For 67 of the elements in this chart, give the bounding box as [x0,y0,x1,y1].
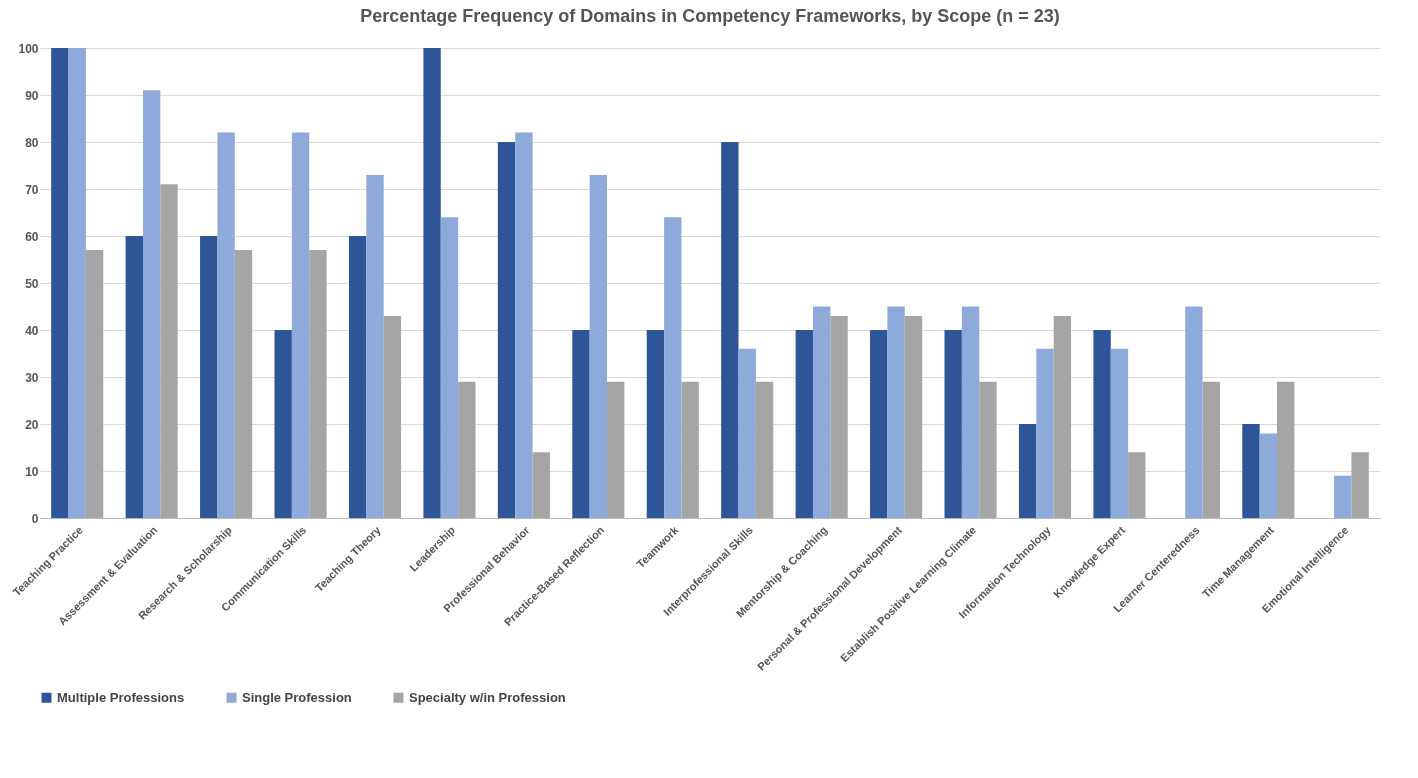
bar [664,217,682,518]
bar [348,236,367,518]
bar [1334,475,1352,518]
bar [1185,306,1203,518]
bar [1018,424,1037,518]
bar [1053,315,1072,518]
bar [383,315,402,518]
chart-title: Percentage Frequency of Domains in Competency Frameworks, by Scope (n = 23) [360,6,1060,26]
bar [68,48,86,518]
y-tick-label: 60 [25,229,39,244]
y-tick-label: 100 [18,41,39,56]
legend-label: Single Profession [242,689,352,705]
bar [366,174,384,518]
bar [532,452,550,518]
y-tick-label: 20 [25,417,39,432]
y-tick-label: 30 [25,370,39,385]
bar [515,132,533,518]
bar [1351,452,1369,518]
bar [738,348,756,518]
bar [217,132,235,518]
y-tick-label: 90 [25,88,39,103]
y-tick-label: 80 [25,135,39,150]
bar [200,236,218,518]
legend-label: Specialty w/in Profession [409,689,566,705]
bar [589,174,608,518]
legend-label: Multiple Professions [57,689,185,705]
bar [440,217,459,518]
bar [1202,381,1220,518]
bar [1093,330,1111,518]
bar [904,315,923,518]
bar [85,250,104,518]
bar [1128,452,1146,518]
bar [1259,433,1278,518]
bar [274,330,292,518]
bar [1036,348,1054,518]
bar [961,306,980,518]
bar [870,330,888,518]
y-tick-label: 10 [25,464,39,479]
bar [1277,381,1295,518]
bar [681,381,699,518]
bar [497,142,516,518]
bar [607,381,625,518]
bar [51,48,69,518]
bar [309,250,327,518]
bar [721,142,739,518]
bar [234,250,253,518]
y-tick-label: 40 [25,323,39,338]
bar [160,184,178,518]
bar [125,236,143,518]
bar [887,306,905,518]
y-tick-label: 0 [31,511,39,526]
bar [812,306,831,518]
bar [458,381,476,518]
bar [755,381,774,518]
bar [646,330,665,518]
bar [944,330,962,518]
bar [1242,424,1260,518]
bar [423,48,441,518]
bar [795,330,813,518]
y-tick-label: 50 [25,276,39,291]
bar [142,90,161,518]
bar [572,330,590,518]
bar [1110,348,1129,518]
bar [979,381,997,518]
y-tick-label: 70 [25,182,39,197]
bar [291,132,310,518]
bar [830,315,848,518]
